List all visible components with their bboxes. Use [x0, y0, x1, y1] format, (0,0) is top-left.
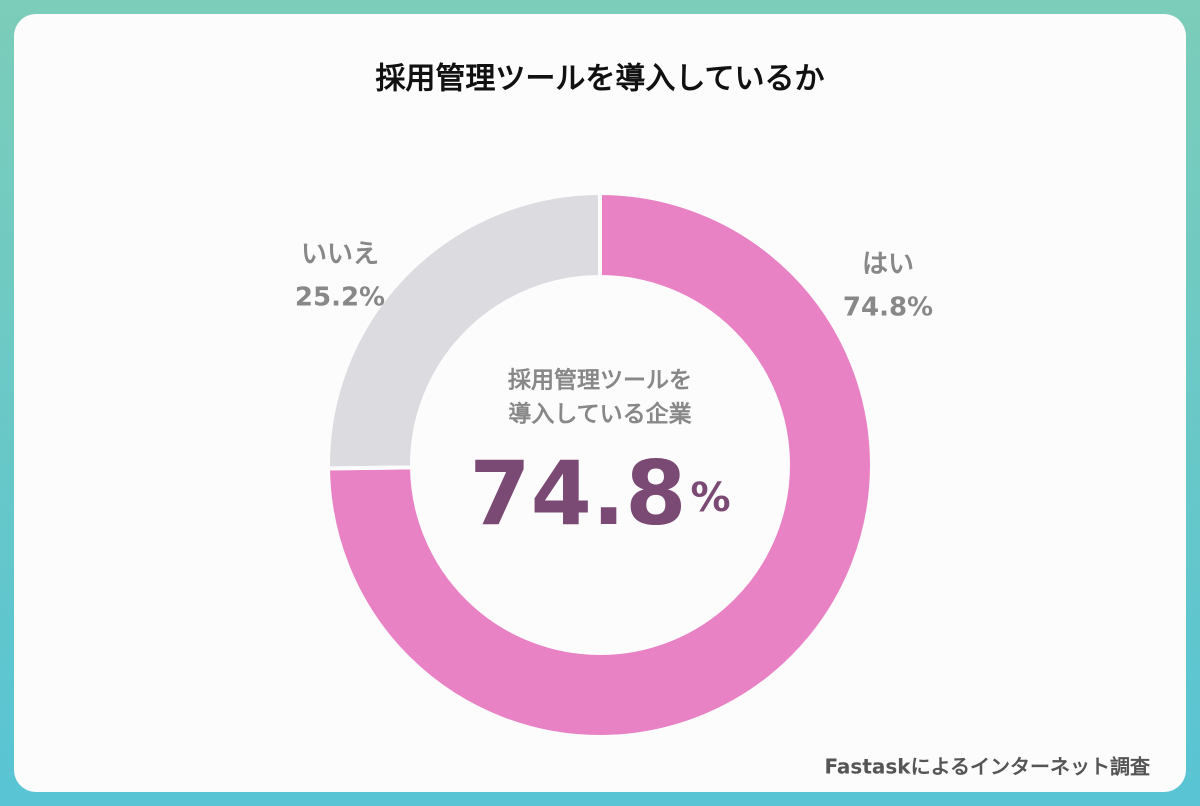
chart-title: 採用管理ツールを導入しているか — [375, 62, 824, 97]
segment-label: はい — [862, 250, 914, 280]
donut — [325, 190, 874, 739]
segment-value-label: 74.8% — [843, 293, 933, 323]
center-text: 導入している企業 — [508, 401, 692, 428]
segment-label: いいえ — [301, 240, 379, 270]
donut-segment — [325, 190, 874, 739]
center-unit: % — [691, 475, 731, 521]
source-note: Fastaskによるインターネット調査 — [824, 755, 1150, 779]
center-number: 74.8 — [469, 442, 686, 545]
donut-segment — [326, 190, 602, 471]
segment-value-label: 25.2% — [295, 283, 385, 313]
center-text: 採用管理ツールを — [508, 367, 692, 394]
center-value: 74.8% — [469, 442, 730, 545]
